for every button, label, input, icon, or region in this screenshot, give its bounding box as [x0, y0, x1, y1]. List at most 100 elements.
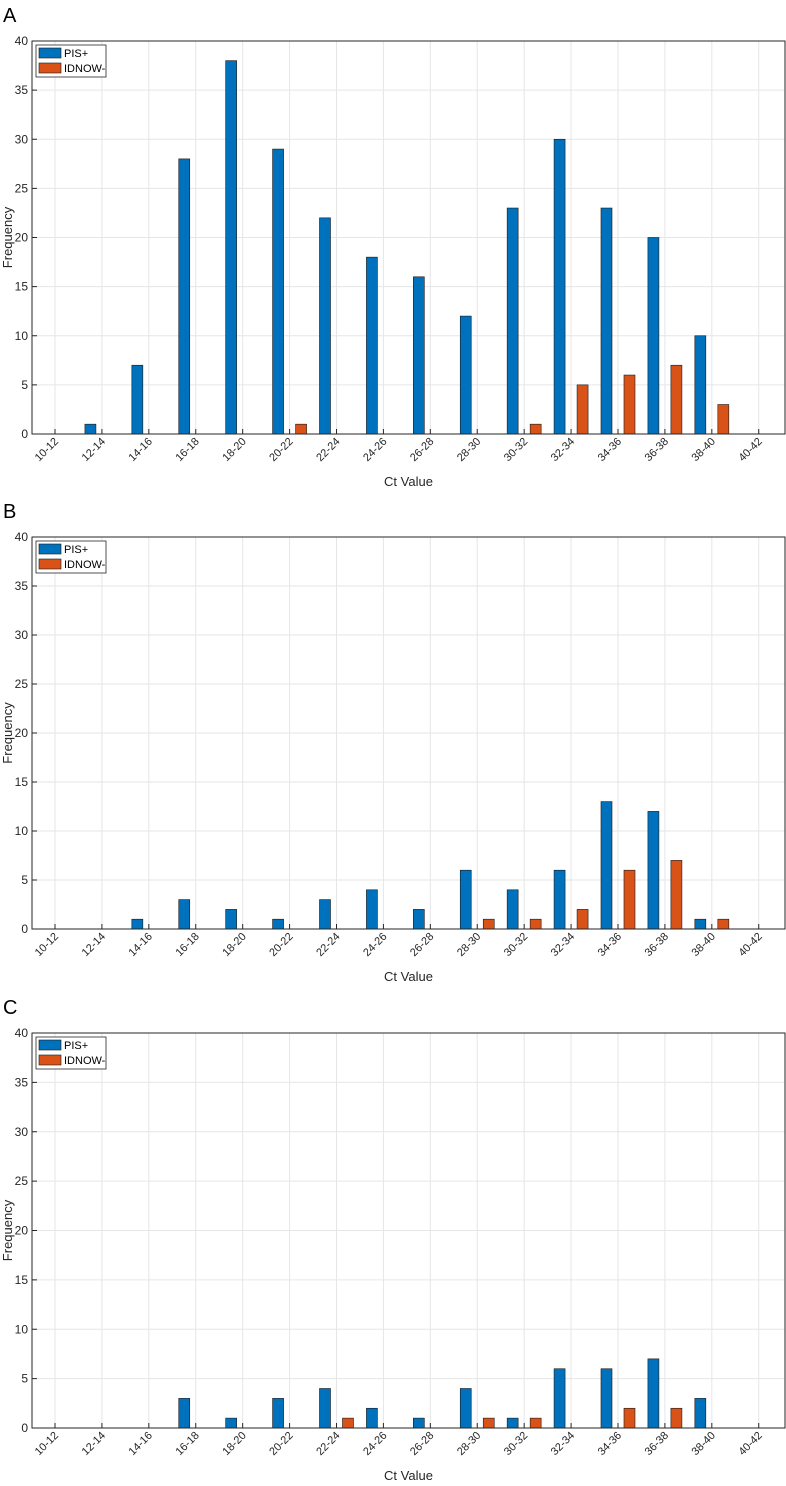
y-axis-label: Frequency	[0, 206, 15, 268]
y-tick-label: 15	[15, 775, 29, 789]
bar-pis-plus	[694, 918, 707, 930]
x-tick-label: 34-36	[596, 931, 624, 959]
x-tick-label: 38-40	[690, 931, 718, 959]
bar-pis-plus	[272, 1398, 284, 1429]
bar-idnow-minus	[576, 384, 589, 435]
bar-pis-plus	[272, 148, 284, 435]
x-tick-label: 14-16	[127, 931, 155, 959]
x-tick-label: 30-32	[502, 931, 530, 959]
x-tick-label: 40-42	[736, 931, 764, 959]
y-tick-label: 5	[21, 378, 28, 392]
x-tick-label: 26-28	[408, 436, 436, 464]
y-tick-label: 25	[15, 181, 29, 195]
x-axis-label: Ct Value	[384, 474, 433, 489]
x-tick-label: 22-24	[314, 436, 342, 464]
x-tick-label: 10-12	[33, 931, 61, 959]
legend-swatch-pis-plus	[38, 47, 62, 59]
bar-idnow-minus	[717, 918, 730, 930]
bar-idnow-minus	[717, 404, 730, 435]
y-axis-label: Frequency	[0, 702, 15, 764]
x-tick-label: 20-22	[267, 436, 295, 464]
x-tick-label: 20-22	[267, 1430, 295, 1458]
y-tick-label: 5	[21, 1372, 28, 1386]
y-tick-label: 15	[15, 280, 29, 294]
bar-pis-plus	[600, 1368, 613, 1429]
bar-idnow-minus	[529, 1417, 542, 1429]
x-tick-label: 32-34	[549, 436, 577, 464]
bar-idnow-minus	[670, 364, 683, 435]
bar-pis-plus	[84, 423, 97, 435]
bar-pis-plus	[366, 1407, 378, 1429]
x-axis-label: Ct Value	[384, 969, 433, 984]
y-tick-label: 35	[15, 579, 29, 593]
x-tick-label: 28-30	[455, 931, 483, 959]
x-tick-label: 22-24	[314, 931, 342, 959]
x-tick-label: 18-20	[220, 436, 248, 464]
x-tick-label: 40-42	[736, 436, 764, 464]
bar-pis-plus	[694, 335, 707, 435]
bar-pis-plus	[366, 889, 378, 930]
x-tick-label: 36-38	[643, 436, 671, 464]
bar-pis-plus	[131, 918, 144, 930]
x-tick-label: 34-36	[596, 1430, 624, 1458]
bar-pis-plus	[319, 899, 331, 930]
x-tick-label: 32-34	[549, 1430, 577, 1458]
panel-label: A	[3, 5, 17, 27]
bar-pis-plus	[319, 217, 331, 435]
bar-idnow-minus	[295, 423, 307, 435]
bar-pis-plus	[647, 1358, 660, 1429]
bar-pis-plus	[178, 158, 191, 435]
legend-label: PIS+	[64, 48, 88, 60]
bar-pis-plus	[553, 1368, 566, 1429]
x-tick-label: 36-38	[643, 931, 671, 959]
bar-pis-plus	[600, 207, 613, 435]
legend-label: IDNOW-	[64, 63, 106, 75]
y-tick-label: 0	[21, 1421, 28, 1435]
x-tick-label: 30-32	[502, 436, 530, 464]
bar-pis-plus	[459, 1388, 472, 1429]
x-tick-label: 10-12	[33, 436, 61, 464]
x-tick-label: 36-38	[643, 1430, 671, 1458]
x-axis-label: Ct Value	[384, 1468, 433, 1481]
legend-label: IDNOW-	[64, 1055, 106, 1067]
legend-label: PIS+	[64, 1040, 88, 1052]
bar-pis-plus	[506, 207, 519, 435]
bar-idnow-minus	[482, 918, 495, 930]
y-tick-label: 10	[15, 1322, 29, 1336]
legend-swatch-idnow-minus	[38, 558, 62, 570]
bar-pis-plus	[413, 276, 425, 435]
bar-pis-plus	[272, 918, 284, 930]
bar-idnow-minus	[342, 1417, 354, 1429]
y-tick-label: 40	[15, 530, 29, 544]
x-tick-label: 26-28	[408, 1430, 436, 1458]
x-tick-label: 16-18	[173, 931, 201, 959]
legend-label: IDNOW-	[64, 559, 106, 571]
x-tick-label: 38-40	[690, 436, 718, 464]
x-tick-label: 34-36	[596, 436, 624, 464]
chart-panel-b: B 0 5 10 15 20 25 30 35 40 10-12 12-14 14-16 16-18 18-…	[0, 501, 786, 984]
x-tick-label: 16-18	[173, 436, 201, 464]
x-tick-label: 32-34	[549, 931, 577, 959]
bar-pis-plus	[413, 1417, 425, 1429]
y-tick-label: 35	[15, 83, 29, 97]
bar-pis-plus	[506, 889, 519, 930]
y-tick-label: 30	[15, 132, 29, 146]
bar-pis-plus	[413, 909, 425, 930]
x-tick-label: 10-12	[33, 1430, 61, 1458]
x-tick-label: 24-26	[361, 436, 389, 464]
bar-pis-plus	[366, 256, 378, 435]
bar-pis-plus	[459, 869, 472, 930]
x-tick-label: 26-28	[408, 931, 436, 959]
x-tick-label: 16-18	[173, 1430, 201, 1458]
bar-idnow-minus	[623, 1407, 636, 1429]
bar-pis-plus	[225, 909, 237, 930]
y-tick-label: 20	[15, 726, 29, 740]
bar-pis-plus	[647, 237, 660, 435]
x-tick-label: 14-16	[127, 436, 155, 464]
bar-idnow-minus	[529, 918, 542, 930]
x-tick-label: 30-32	[502, 1430, 530, 1458]
legend-swatch-pis-plus	[38, 1039, 62, 1051]
y-tick-label: 25	[15, 1174, 29, 1188]
y-tick-label: 5	[21, 873, 28, 887]
